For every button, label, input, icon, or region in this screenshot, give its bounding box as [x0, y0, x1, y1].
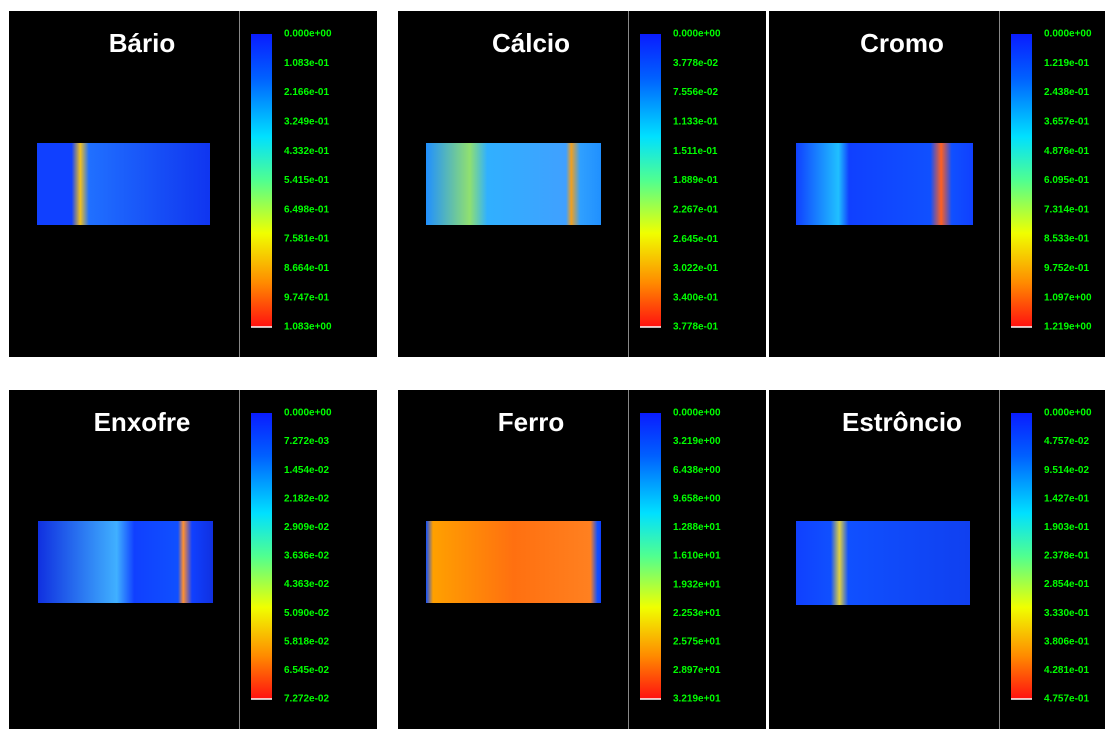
- colorbar-tick-label: 2.378e-01: [1044, 551, 1089, 562]
- map-title: Cálcio: [492, 28, 570, 58]
- colorbar-tick-label: 1.288e+01: [673, 522, 721, 533]
- colorbar-tick-label: 7.314e-01: [1044, 204, 1089, 215]
- colorbar-tick-label: 6.498e-01: [284, 204, 329, 215]
- colorbar-tick-label: 2.854e-01: [1044, 579, 1089, 590]
- colorbar-tick-label: 1.097e+00: [1044, 292, 1092, 303]
- panel: Enxofre 0.000e+00 7.272e-03 1.454e-02 2.182e…: [9, 390, 377, 729]
- colorbar-tick-label: 1.932e+01: [673, 579, 721, 590]
- colorbar-tick-label: 2.438e-01: [1044, 87, 1089, 98]
- colorbar-tick-label: 4.332e-01: [284, 146, 329, 157]
- colorbar-tick-label: 1.427e-01: [1044, 493, 1089, 504]
- colorbar-tick-label: 6.545e-02: [284, 665, 329, 676]
- colorbar-tick-label: 3.778e-01: [673, 322, 718, 333]
- colorbar-tick-label: 2.166e-01: [284, 87, 329, 98]
- colorbar-tick-label: 9.514e-02: [1044, 465, 1089, 476]
- colorbar-tick-label: 1.083e-01: [284, 58, 329, 69]
- colorbar-tick-label: 7.556e-02: [673, 87, 718, 98]
- colorbar-tick-label: 9.658e+00: [673, 493, 721, 504]
- colorbar-tick-label: 2.182e-02: [284, 493, 329, 504]
- map-title: Enxofre: [94, 407, 191, 437]
- colorbar-tick-label: 6.095e-01: [1044, 175, 1089, 186]
- colorbar-tick-label: 3.249e-01: [284, 117, 329, 128]
- map-title: Ferro: [498, 407, 564, 437]
- colorbar-tick-label: 0.000e+00: [284, 29, 332, 40]
- colorbar-tick-label: 0.000e+00: [1044, 408, 1092, 419]
- colorbar-tick-label: 1.903e-01: [1044, 522, 1089, 533]
- colorbar-tick-label: 0.000e+00: [673, 29, 721, 40]
- colorbar-tick-label: 2.267e-01: [673, 204, 718, 215]
- map-title: Cromo: [860, 28, 944, 58]
- colorbar-tick-label: 1.083e+00: [284, 322, 332, 333]
- colorbar-tick-label: 0.000e+00: [284, 408, 332, 419]
- colorbar-tick-label: 3.778e-02: [673, 58, 718, 69]
- element-map: [38, 521, 213, 603]
- colorbar-tick-label: 3.219e+01: [673, 694, 721, 705]
- element-map: [426, 143, 601, 225]
- colorbar-tick-label: 7.581e-01: [284, 234, 329, 245]
- colorbar-tick-label: 1.454e-02: [284, 465, 329, 476]
- colorbar-tick-label: 4.281e-01: [1044, 665, 1089, 676]
- colorbar-tick-label: 1.219e+00: [1044, 322, 1092, 333]
- colorbar-tick-label: 4.876e-01: [1044, 146, 1089, 157]
- colorbar-tick-label: 0.000e+00: [1044, 29, 1092, 40]
- colorbar-tick-label: 1.219e-01: [1044, 58, 1089, 69]
- colorbar-tick-label: 5.090e-02: [284, 608, 329, 619]
- map-title: Bário: [109, 28, 175, 58]
- panel: Bário 0.000e+00 1.083e-01 2.166e-01 3.249e-0…: [9, 11, 377, 357]
- colorbar-tick-label: 2.253e+01: [673, 608, 721, 619]
- colorbar-tick-label: 4.363e-02: [284, 579, 329, 590]
- colorbar-tick-label: 3.806e-01: [1044, 636, 1089, 647]
- colorbar: [251, 34, 272, 327]
- colorbar-tick-label: 9.752e-01: [1044, 263, 1089, 274]
- colorbar-tick-label: 3.400e-01: [673, 292, 718, 303]
- map-title: Estrôncio: [842, 407, 962, 437]
- colorbar-tick-label: 1.133e-01: [673, 117, 718, 128]
- colorbar: [640, 34, 661, 327]
- element-map: [796, 143, 973, 225]
- colorbar-tick-label: 8.664e-01: [284, 263, 329, 274]
- colorbar-tick-label: 1.511e-01: [673, 146, 718, 157]
- colorbar-tick-label: 2.897e+01: [673, 665, 721, 676]
- colorbar: [1011, 413, 1032, 699]
- colorbar-tick-label: 9.747e-01: [284, 292, 329, 303]
- colorbar-tick-label: 4.757e-01: [1044, 694, 1089, 705]
- colorbar-tick-label: 2.645e-01: [673, 234, 718, 245]
- colorbar-tick-label: 5.415e-01: [284, 175, 329, 186]
- colorbar: [1011, 34, 1032, 327]
- colorbar-tick-label: 3.636e-02: [284, 551, 329, 562]
- panel: Cromo 0.000e+00 1.219e-01 2.438e-01 3.657e-0…: [769, 11, 1105, 357]
- colorbar-tick-label: 0.000e+00: [673, 408, 721, 419]
- colorbar-tick-label: 7.272e-02: [284, 694, 329, 705]
- colorbar: [251, 413, 272, 699]
- colorbar-tick-label: 4.757e-02: [1044, 436, 1089, 447]
- colorbar: [640, 413, 661, 699]
- element-map: [796, 521, 970, 605]
- colorbar-tick-label: 2.909e-02: [284, 522, 329, 533]
- colorbar-tick-label: 1.889e-01: [673, 175, 718, 186]
- element-map: [37, 143, 210, 225]
- colorbar-tick-label: 3.657e-01: [1044, 117, 1089, 128]
- colorbar-tick-label: 5.818e-02: [284, 636, 329, 647]
- panel: Estrôncio 0.000e+00 4.757e-02 9.514e-02 1.42…: [769, 390, 1105, 729]
- colorbar-tick-label: 7.272e-03: [284, 436, 329, 447]
- colorbar-tick-label: 3.022e-01: [673, 263, 718, 274]
- colorbar-tick-label: 1.610e+01: [673, 551, 721, 562]
- colorbar-tick-label: 8.533e-01: [1044, 234, 1089, 245]
- colorbar-tick-label: 6.438e+00: [673, 465, 721, 476]
- colorbar-tick-label: 3.330e-01: [1044, 608, 1089, 619]
- colorbar-tick-label: 3.219e+00: [673, 436, 721, 447]
- element-map: [426, 521, 601, 603]
- panel: Ferro 0.000e+00 3.219e+00 6.438e+00 9.658e+0…: [398, 390, 766, 729]
- colorbar-tick-label: 2.575e+01: [673, 636, 721, 647]
- panel: Cálcio 0.000e+00 3.778e-02 7.556e-02 1.133e-…: [398, 11, 766, 357]
